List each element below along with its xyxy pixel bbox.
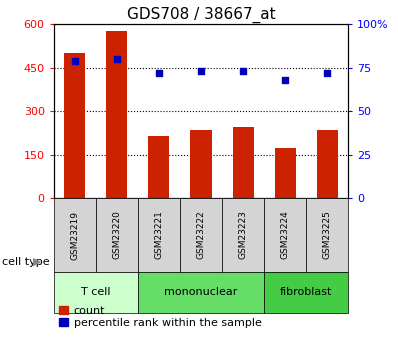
Point xyxy=(72,58,78,63)
Bar xyxy=(306,198,348,272)
Text: GSM23225: GSM23225 xyxy=(323,210,332,259)
Bar xyxy=(191,130,211,198)
Bar xyxy=(138,272,264,313)
Bar xyxy=(232,127,254,198)
Point xyxy=(282,77,288,83)
Bar xyxy=(54,272,138,313)
Bar xyxy=(264,272,348,313)
Text: GSM23222: GSM23222 xyxy=(197,211,205,259)
Point xyxy=(324,70,330,76)
Point xyxy=(240,68,246,74)
Bar xyxy=(222,198,264,272)
Bar xyxy=(64,53,85,198)
Bar xyxy=(96,198,138,272)
Bar xyxy=(148,136,170,198)
Text: mononuclear: mononuclear xyxy=(164,287,238,297)
Text: fibroblast: fibroblast xyxy=(280,287,332,297)
Point xyxy=(198,68,204,74)
Text: GSM23220: GSM23220 xyxy=(112,210,121,259)
Text: GSM23224: GSM23224 xyxy=(281,211,290,259)
Text: GSM23219: GSM23219 xyxy=(70,210,79,259)
Legend: count, percentile rank within the sample: count, percentile rank within the sample xyxy=(59,306,261,328)
Bar xyxy=(106,31,127,198)
Bar xyxy=(180,198,222,272)
Text: GSM23223: GSM23223 xyxy=(238,210,248,259)
Bar xyxy=(264,198,306,272)
Bar xyxy=(54,198,96,272)
Bar xyxy=(317,130,338,198)
Text: cell type: cell type xyxy=(2,257,50,267)
Title: GDS708 / 38667_at: GDS708 / 38667_at xyxy=(127,7,275,23)
Bar xyxy=(138,198,180,272)
Text: T cell: T cell xyxy=(81,287,111,297)
Point xyxy=(114,56,120,62)
Point xyxy=(156,70,162,76)
Text: GSM23221: GSM23221 xyxy=(154,210,164,259)
Text: ▶: ▶ xyxy=(33,257,41,267)
Bar xyxy=(275,148,296,198)
